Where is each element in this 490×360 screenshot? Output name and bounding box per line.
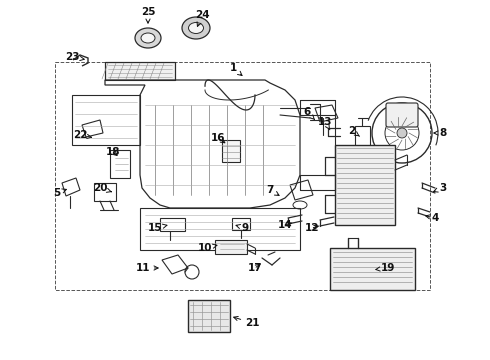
Text: 14: 14 [278,220,293,230]
Text: 24: 24 [195,10,209,26]
Bar [330,248,415,290]
Text: 8: 8 [434,128,446,138]
Text: 3: 3 [434,183,446,193]
Text: 20: 20 [93,183,111,193]
Text: 4: 4 [426,213,439,223]
Text: 25: 25 [141,7,155,23]
Bar [55,62,430,290]
Text: 16: 16 [211,133,225,143]
Text: 23: 23 [65,52,84,62]
Text: 12: 12 [305,223,319,233]
Bar [222,140,240,162]
Ellipse shape [182,17,210,39]
FancyBboxPatch shape [386,103,418,127]
Text: 5: 5 [53,188,67,198]
Bar [94,183,116,201]
Bar [105,62,175,80]
Bar [232,218,250,230]
Bar [188,300,230,332]
Bar [110,150,130,178]
Text: 10: 10 [198,243,217,253]
Circle shape [397,128,407,138]
Text: 21: 21 [234,316,259,328]
Text: 2: 2 [348,126,360,136]
Text: 7: 7 [266,185,279,195]
Text: 13: 13 [318,117,332,130]
Text: 6: 6 [303,107,315,120]
Text: 18: 18 [106,147,120,157]
Text: 15: 15 [148,223,167,233]
Ellipse shape [189,22,203,33]
Text: 17: 17 [247,263,262,273]
Text: 22: 22 [73,130,92,140]
Bar [355,126,370,146]
Text: 9: 9 [236,223,248,233]
Ellipse shape [141,33,155,43]
Bar [335,145,395,225]
Text: 11: 11 [136,263,158,273]
Text: 19: 19 [376,263,395,273]
Bar [160,218,185,231]
Text: 1: 1 [229,63,242,76]
Ellipse shape [135,28,161,48]
Bar [215,240,247,254]
